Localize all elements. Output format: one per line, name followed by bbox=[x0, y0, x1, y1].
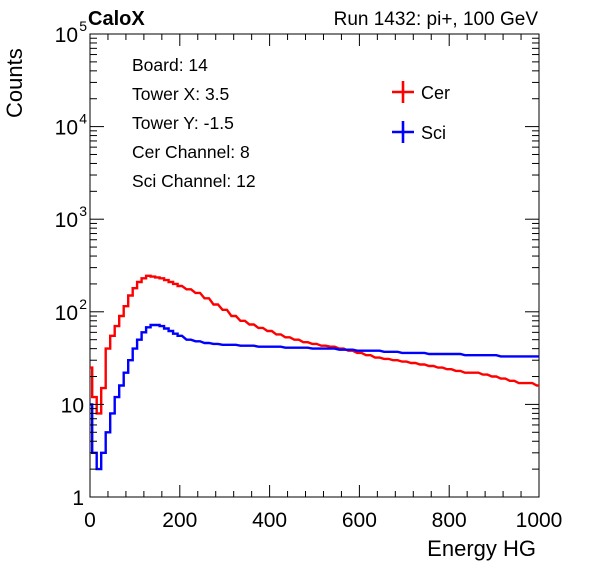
x-tick-label: 200 bbox=[162, 509, 197, 532]
y-tick-exponent: 2 bbox=[79, 296, 87, 312]
x-tick-label: 1000 bbox=[516, 509, 563, 532]
legend-label-sci: Sci bbox=[421, 123, 446, 143]
info-box: Board: 14 Tower X: 3.5 Tower Y: -1.5 Cer… bbox=[132, 55, 256, 191]
x-tick-label: 0 bbox=[84, 509, 96, 532]
series-line-sci bbox=[90, 323, 539, 471]
info-cer-channel: Cer Channel: 8 bbox=[132, 142, 250, 162]
info-board: Board: 14 bbox=[132, 55, 208, 75]
y-tick-exponent: 4 bbox=[79, 111, 87, 127]
header-left: CaloX bbox=[88, 8, 145, 30]
legend-label-cer: Cer bbox=[421, 83, 450, 103]
y-tick-exponent: 3 bbox=[79, 203, 87, 219]
y-tick-label: 10 bbox=[55, 24, 78, 47]
info-tower-y: Tower Y: -1.5 bbox=[132, 113, 234, 133]
x-tick-label: 400 bbox=[252, 509, 287, 532]
series-layer bbox=[90, 274, 539, 471]
header-right: Run 1432: pi+, 100 GeV bbox=[334, 9, 539, 30]
y-tick-label: 10 bbox=[55, 302, 78, 325]
x-tick-label: 800 bbox=[432, 509, 467, 532]
y-tick-exponent: 5 bbox=[79, 18, 87, 34]
y-tick-label: 10 bbox=[61, 394, 84, 417]
x-axis-title: Energy HG bbox=[427, 536, 536, 561]
x-tick-label: 600 bbox=[342, 509, 377, 532]
info-sci-channel: Sci Channel: 12 bbox=[132, 171, 256, 191]
info-tower-x: Tower X: 3.5 bbox=[132, 84, 229, 104]
y-axis-title: Counts bbox=[2, 48, 27, 118]
y-tick-label: 1 bbox=[72, 487, 84, 510]
series-line-cer bbox=[90, 274, 539, 415]
y-tick-label: 10 bbox=[55, 117, 78, 140]
y-tick-label: 10 bbox=[55, 209, 78, 232]
plot-frame bbox=[89, 33, 540, 498]
legend: Cer Sci bbox=[392, 81, 450, 143]
